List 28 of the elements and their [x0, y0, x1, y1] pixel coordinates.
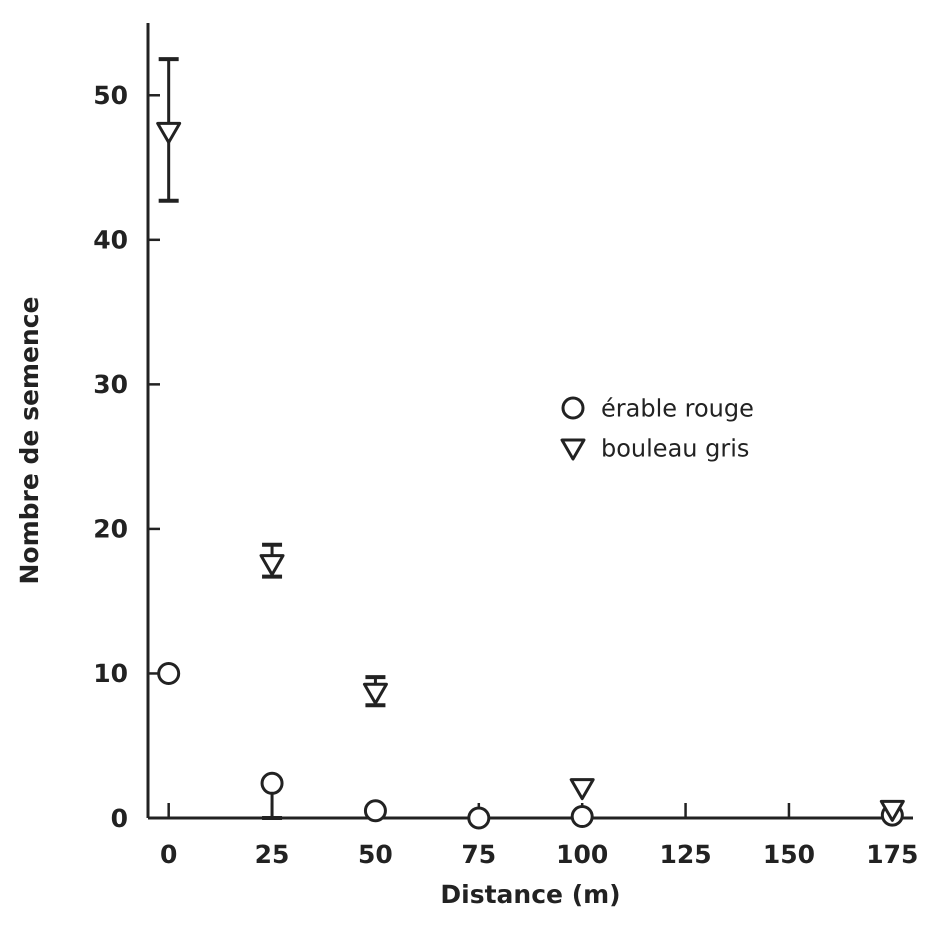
- x-tick-label: 150: [762, 840, 816, 869]
- x-tick-label: 0: [160, 840, 178, 869]
- point: [880, 800, 905, 822]
- point: [570, 778, 595, 800]
- point: [260, 772, 284, 795]
- y-tick-label: 40: [93, 226, 128, 255]
- y-tick-label: 30: [93, 370, 128, 400]
- point: [467, 806, 490, 830]
- point: [362, 682, 388, 705]
- point: [364, 799, 387, 822]
- legend-label: bouleau gris: [601, 434, 750, 462]
- x-tick-label: 25: [254, 840, 290, 869]
- y-tick-label: 50: [93, 81, 128, 110]
- y-axis-title: Nombre de semence: [15, 296, 44, 585]
- point: [157, 662, 180, 685]
- x-axis-title: Distance (m): [440, 880, 621, 909]
- point: [570, 805, 594, 828]
- point: [260, 554, 285, 576]
- legend-label: érable rouge: [601, 394, 754, 422]
- x-tick-label: 75: [461, 840, 496, 869]
- y-tick-label: 10: [93, 659, 128, 688]
- x-tick-label: 175: [866, 840, 918, 869]
- x-tick-label: 50: [358, 840, 393, 869]
- y-tick-label: 20: [93, 514, 128, 544]
- y-tick-label: 0: [110, 804, 128, 833]
- x-tick-label: 100: [556, 840, 608, 869]
- point: [156, 122, 182, 144]
- x-tick-label: 125: [659, 840, 712, 869]
